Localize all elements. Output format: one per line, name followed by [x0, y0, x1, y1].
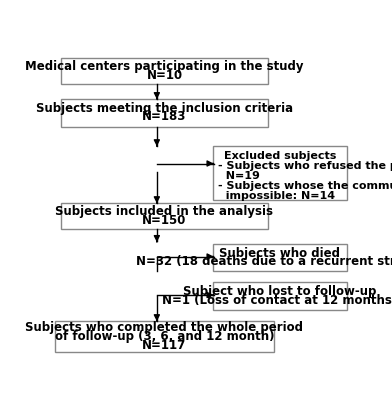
Text: Subjects included in the analysis: Subjects included in the analysis [55, 205, 274, 218]
Text: impossible: N=14: impossible: N=14 [218, 191, 335, 201]
Text: Subjects meeting the inclusion criteria: Subjects meeting the inclusion criteria [36, 102, 293, 115]
Text: N=150: N=150 [142, 214, 187, 227]
Text: - Subjects who refused the participation:: - Subjects who refused the participation… [218, 160, 392, 170]
Text: of follow-up (3, 6, and 12 month): of follow-up (3, 6, and 12 month) [55, 330, 274, 343]
FancyBboxPatch shape [213, 244, 347, 271]
FancyBboxPatch shape [61, 99, 268, 126]
Text: N=1 (Loss of contact at 12 months): N=1 (Loss of contact at 12 months) [162, 294, 392, 307]
FancyBboxPatch shape [213, 282, 347, 310]
Text: Subjects who completed the whole period: Subjects who completed the whole period [25, 322, 303, 334]
Text: Medical centers participating in the study: Medical centers participating in the stu… [25, 60, 304, 73]
Text: Subjects who died: Subjects who died [220, 247, 340, 260]
Text: N=32 (18 deaths due to a recurrent stroke): N=32 (18 deaths due to a recurrent strok… [136, 255, 392, 268]
Text: N=183: N=183 [142, 110, 187, 124]
FancyBboxPatch shape [61, 58, 268, 84]
FancyBboxPatch shape [213, 146, 347, 200]
Text: N=117: N=117 [142, 339, 187, 352]
Text: N=10: N=10 [146, 69, 183, 82]
Text: Excluded subjects: Excluded subjects [224, 151, 336, 161]
FancyBboxPatch shape [55, 321, 274, 352]
FancyBboxPatch shape [61, 203, 268, 229]
Text: Subject who lost to follow-up: Subject who lost to follow-up [183, 285, 377, 298]
Text: N=19: N=19 [218, 171, 260, 181]
Text: - Subjects whose the communication was: - Subjects whose the communication was [218, 181, 392, 191]
